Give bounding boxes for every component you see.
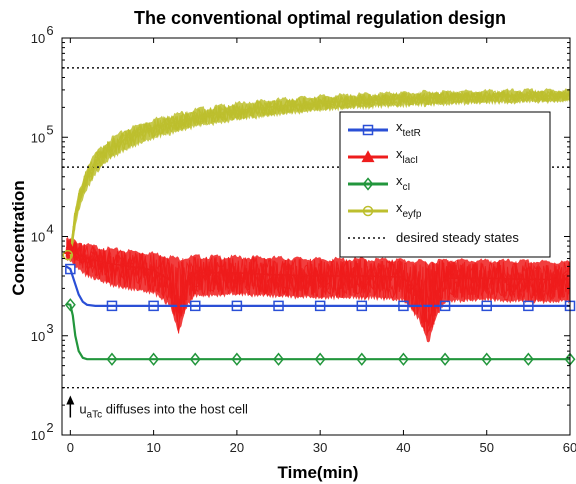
series-line-cI <box>65 302 570 361</box>
series-line-tetR <box>65 265 570 307</box>
legend-marker-cI <box>362 177 374 191</box>
marker-cI <box>314 352 326 366</box>
marker-eyfp <box>62 249 74 261</box>
x-tick-label: 40 <box>396 440 410 455</box>
realization-lacI <box>65 238 571 332</box>
marker-tetR <box>356 300 368 312</box>
chart-title: The conventional optimal regulation desi… <box>134 8 506 28</box>
marker-tetR <box>273 300 284 312</box>
marker-tetR <box>189 300 201 312</box>
y-tick-label: 10 <box>31 31 45 46</box>
x-tick-label: 20 <box>230 440 244 455</box>
y-axis-label: Concentration <box>9 180 28 295</box>
annotation-arrowhead <box>66 395 75 405</box>
x-tick-label: 50 <box>479 440 493 455</box>
y-tick-exponent: 5 <box>46 122 53 137</box>
marker-tetR <box>398 300 409 312</box>
realization-eyfp <box>69 89 571 262</box>
legend: xtetR xlacI xcI xeyfp desired steady states <box>339 111 551 258</box>
marker-cI <box>356 352 368 366</box>
annotation-text: uaTc diffuses into the host cell <box>79 402 248 421</box>
series-line-lacI <box>65 246 570 328</box>
y-tick-label: 10 <box>31 329 45 344</box>
legend-label-eyfp: xeyfp <box>396 200 422 220</box>
marker-tetR <box>481 300 492 312</box>
marker-tetR <box>523 300 534 312</box>
y-tick-exponent: 4 <box>46 222 53 237</box>
y-tick-label: 10 <box>31 230 45 245</box>
marker-tetR <box>314 300 326 312</box>
marker-tetR <box>106 300 118 312</box>
x-axis-label: Time(min) <box>278 463 359 482</box>
legend-marker-eyfp <box>362 205 374 217</box>
marker-cI <box>273 352 284 366</box>
x-tick-label: 0 <box>67 440 74 455</box>
data-bands <box>65 88 571 343</box>
marker-cI <box>439 352 451 366</box>
marker-cI <box>481 352 493 366</box>
marker-cI <box>189 352 201 366</box>
realization-eyfp <box>69 89 571 257</box>
series-line-eyfp <box>69 94 571 256</box>
marker-cI <box>231 352 243 366</box>
marker-cI <box>106 352 118 366</box>
marker-tetR <box>148 300 159 312</box>
legend-label-lacI: xlacI <box>396 146 418 166</box>
y-tick-label: 10 <box>31 428 45 443</box>
legend-label-cI: xcI <box>396 173 410 193</box>
marker-cI <box>148 352 160 366</box>
legend-marker-lacI <box>361 150 375 163</box>
y-tick-exponent: 2 <box>46 420 53 435</box>
marker-tetR <box>439 300 451 312</box>
series-markers <box>62 242 576 366</box>
marker-cI <box>522 352 534 366</box>
marker-tetR <box>65 263 76 275</box>
x-tick-label: 30 <box>313 440 327 455</box>
y-tick-exponent: 3 <box>46 321 53 336</box>
series-lines <box>65 94 571 361</box>
annotation: uaTc diffuses into the host cell <box>66 395 248 421</box>
marker-cI <box>397 352 409 366</box>
legend-label-tetR: xtetR <box>396 119 421 139</box>
legend-label-reference: desired steady states <box>396 230 519 245</box>
x-tick-label: 60 <box>563 440 576 455</box>
y-tick-label: 10 <box>31 130 45 145</box>
y-tick-exponent: 6 <box>46 23 53 38</box>
marker-tetR <box>231 300 243 312</box>
marker-cI <box>64 298 76 312</box>
legend-marker-tetR <box>362 124 374 136</box>
x-tick-label: 10 <box>146 440 160 455</box>
